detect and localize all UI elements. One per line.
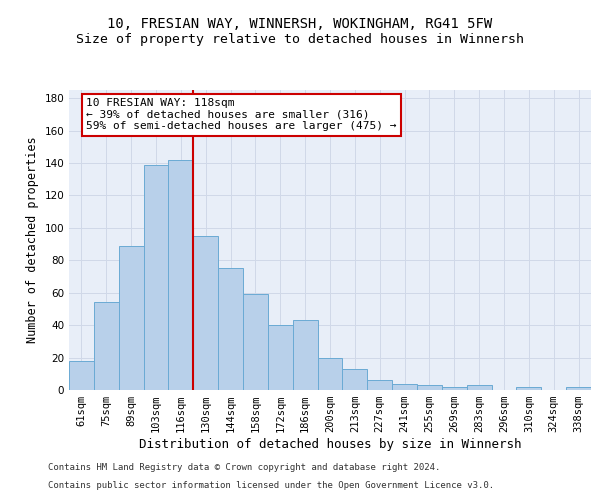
Bar — [94, 302, 119, 390]
Bar — [517, 387, 541, 390]
Bar — [343, 369, 367, 390]
Y-axis label: Number of detached properties: Number of detached properties — [26, 136, 39, 344]
Text: Size of property relative to detached houses in Winnersh: Size of property relative to detached ho… — [76, 32, 524, 46]
Bar — [467, 385, 491, 390]
Bar — [442, 387, 467, 390]
Text: Contains public sector information licensed under the Open Government Licence v3: Contains public sector information licen… — [48, 481, 494, 490]
Text: 10, FRESIAN WAY, WINNERSH, WOKINGHAM, RG41 5FW: 10, FRESIAN WAY, WINNERSH, WOKINGHAM, RG… — [107, 18, 493, 32]
Bar — [293, 320, 317, 390]
Bar — [317, 358, 343, 390]
Bar — [218, 268, 243, 390]
Text: Contains HM Land Registry data © Crown copyright and database right 2024.: Contains HM Land Registry data © Crown c… — [48, 464, 440, 472]
Bar — [243, 294, 268, 390]
Bar — [417, 385, 442, 390]
Bar — [566, 387, 591, 390]
Bar — [143, 164, 169, 390]
Bar — [193, 236, 218, 390]
Bar — [367, 380, 392, 390]
Bar — [268, 325, 293, 390]
Text: 10 FRESIAN WAY: 118sqm
← 39% of detached houses are smaller (316)
59% of semi-de: 10 FRESIAN WAY: 118sqm ← 39% of detached… — [86, 98, 397, 132]
Bar — [169, 160, 193, 390]
Bar — [119, 246, 143, 390]
X-axis label: Distribution of detached houses by size in Winnersh: Distribution of detached houses by size … — [139, 438, 521, 451]
Bar — [69, 361, 94, 390]
Bar — [392, 384, 417, 390]
